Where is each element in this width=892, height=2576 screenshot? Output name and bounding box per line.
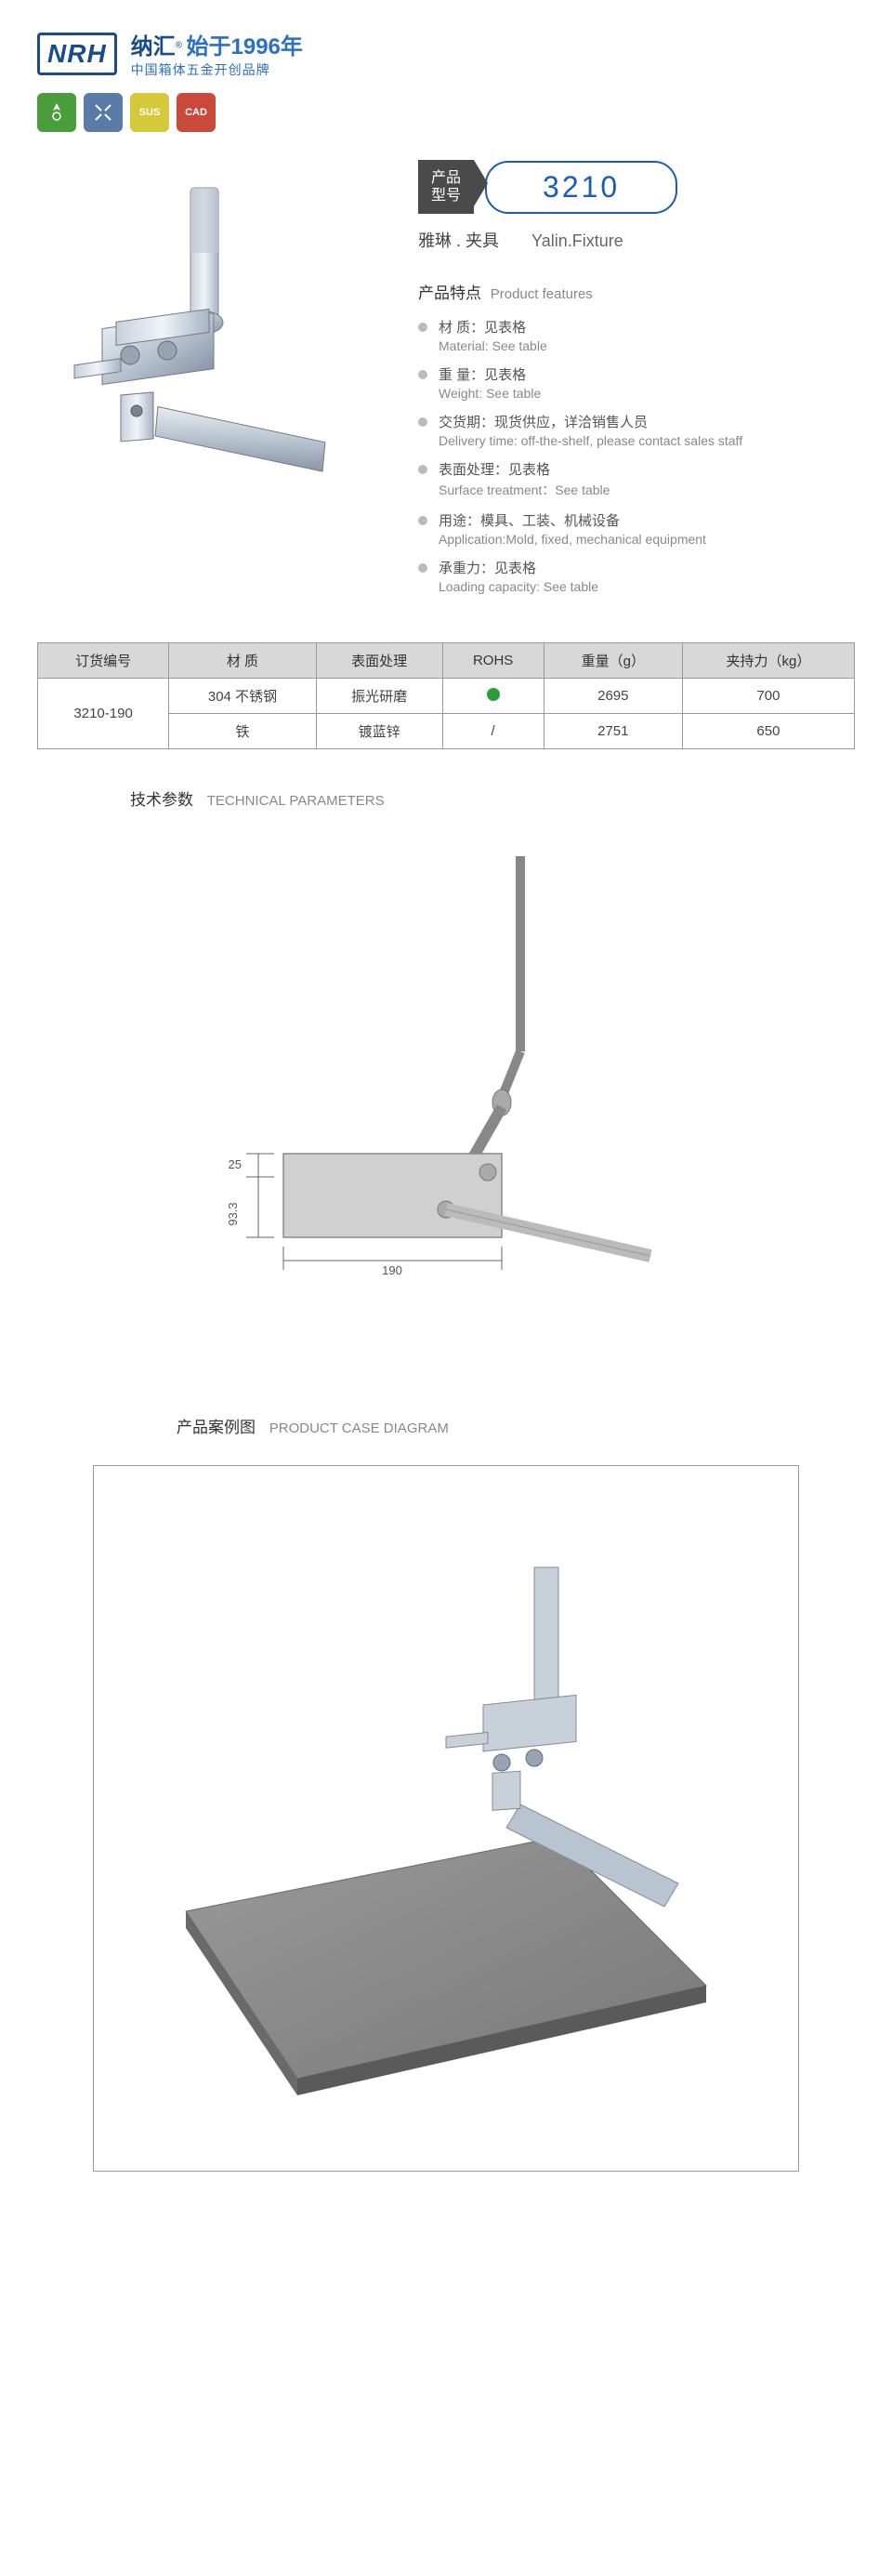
dim-h1: 25 bbox=[229, 1157, 242, 1171]
feature-cn: 重 量：见表格 bbox=[439, 364, 855, 384]
logo-text: NRH bbox=[47, 39, 107, 68]
table-cell: 铁 bbox=[169, 714, 316, 749]
model-number: 3210 bbox=[485, 161, 677, 214]
tools-icon bbox=[84, 93, 123, 132]
bullet-icon bbox=[418, 516, 427, 525]
icon-row: SUS CAD bbox=[37, 93, 855, 132]
info-column: 产品 型号 3210 雅琳 . 夹具 Yalin.Fixture 产品特点 Pr… bbox=[418, 160, 855, 605]
feature-cn: 承重力：见表格 bbox=[439, 558, 855, 577]
product-image bbox=[37, 160, 372, 513]
brand-year: 始于1996年 bbox=[187, 34, 303, 59]
table-header: 表面处理 bbox=[316, 643, 442, 679]
feature-cn: 用途：模具、工装、机械设备 bbox=[439, 510, 855, 530]
feature-en: Surface treatment：See table bbox=[439, 481, 855, 499]
logo-box: NRH bbox=[37, 33, 117, 75]
model-label: 产品 型号 bbox=[418, 160, 474, 214]
dim-h2: 93.3 bbox=[226, 1203, 240, 1226]
features-list: 材 质：见表格Material: See table 重 量：见表格 Weight:… bbox=[418, 317, 855, 594]
feature-cn: 交货期：现货供应，详洽销售人员 bbox=[439, 412, 855, 431]
brand-sub: 中国箱体五金开创品牌 bbox=[131, 60, 303, 79]
order-code: 3210-190 bbox=[38, 679, 169, 749]
feature-item: 用途：模具、工装、机械设备 Application:Mold, fixed, me… bbox=[418, 510, 855, 547]
table-cell bbox=[442, 679, 544, 714]
tech-params-title: 技术参数 TECHNICAL PARAMETERS bbox=[37, 786, 855, 810]
table-cell: 镀蓝锌 bbox=[316, 714, 442, 749]
feature-en: Delivery time: off-the-shelf, please con… bbox=[439, 433, 855, 448]
table-cell: 2695 bbox=[544, 679, 682, 714]
eco-icon bbox=[37, 93, 76, 132]
bullet-icon bbox=[418, 370, 427, 379]
table-header: 材 质 bbox=[169, 643, 316, 679]
feature-item: 材 质：见表格Material: See table bbox=[418, 317, 855, 353]
tech-diagram: 25 93.3 190 bbox=[37, 838, 855, 1358]
table-header: ROHS bbox=[442, 643, 544, 679]
features-title: 产品特点 Product features bbox=[418, 280, 855, 303]
feature-en: Material: See table bbox=[439, 338, 855, 353]
product-name-en: Yalin.Fixture bbox=[531, 231, 623, 250]
brand-cn: 纳汇 bbox=[131, 34, 176, 59]
sus-icon: SUS bbox=[130, 93, 169, 132]
model-label-l2: 型号 bbox=[431, 187, 461, 205]
bullet-icon bbox=[418, 465, 427, 474]
rohs-dot-icon bbox=[487, 688, 500, 701]
tech-params-en: TECHNICAL PARAMETERS bbox=[207, 793, 385, 809]
table-cell: 650 bbox=[682, 714, 854, 749]
table-cell: 700 bbox=[682, 679, 854, 714]
table-cell: 振光研磨 bbox=[316, 679, 442, 714]
dim-w: 190 bbox=[382, 1263, 402, 1277]
spec-table: 订货编号材 质表面处理ROHS重量（g）夹持力（kg） 3210-190304 … bbox=[37, 642, 855, 749]
bullet-icon bbox=[418, 323, 427, 332]
features-title-cn: 产品特点 bbox=[418, 284, 481, 302]
feature-item: 交货期：现货供应，详洽销售人员 Delivery time: off-the-sh… bbox=[418, 412, 855, 448]
table-header: 订货编号 bbox=[38, 643, 169, 679]
product-name: 雅琳 . 夹具 Yalin.Fixture bbox=[418, 228, 855, 252]
reg-mark: ® bbox=[176, 41, 182, 51]
feature-cn: 表面处理：见表格 bbox=[439, 459, 855, 479]
feature-item: 承重力：见表格 Loading capacity: See table bbox=[418, 558, 855, 594]
feature-cn: 材 质：见表格 bbox=[439, 317, 855, 337]
case-diagram-en: PRODUCT CASE DIAGRAM bbox=[269, 1420, 449, 1436]
model-label-l1: 产品 bbox=[431, 169, 461, 187]
case-diagram-cn: 产品案例图 bbox=[177, 1419, 256, 1436]
table-header: 重量（g） bbox=[544, 643, 682, 679]
table-header: 夹持力（kg） bbox=[682, 643, 854, 679]
product-name-cn: 雅琳 . 夹具 bbox=[418, 231, 499, 250]
features-title-en: Product features bbox=[491, 286, 593, 302]
feature-en: Weight: See table bbox=[439, 386, 855, 401]
feature-en: Loading capacity: See table bbox=[439, 579, 855, 594]
brand-block: 纳汇® 始于1996年 中国箱体五金开创品牌 bbox=[131, 28, 303, 79]
case-diagram bbox=[93, 1465, 799, 2172]
table-row: 3210-190304 不锈钢振光研磨2695700 bbox=[38, 679, 855, 714]
table-cell: / bbox=[442, 714, 544, 749]
cad-icon: CAD bbox=[177, 93, 216, 132]
feature-item: 表面处理：见表格 Surface treatment：See table bbox=[418, 459, 855, 499]
tech-params-cn: 技术参数 bbox=[130, 791, 193, 809]
header: NRH 纳汇® 始于1996年 中国箱体五金开创品牌 bbox=[37, 28, 855, 79]
bullet-icon bbox=[418, 417, 427, 427]
bullet-icon bbox=[418, 563, 427, 573]
table-cell: 304 不锈钢 bbox=[169, 679, 316, 714]
case-diagram-title: 产品案例图 PRODUCT CASE DIAGRAM bbox=[37, 1414, 855, 1437]
feature-item: 重 量：见表格 Weight: See table bbox=[418, 364, 855, 401]
model-row: 产品 型号 3210 bbox=[418, 160, 855, 214]
feature-en: Application:Mold, fixed, mechanical equi… bbox=[439, 532, 855, 547]
table-cell: 2751 bbox=[544, 714, 682, 749]
